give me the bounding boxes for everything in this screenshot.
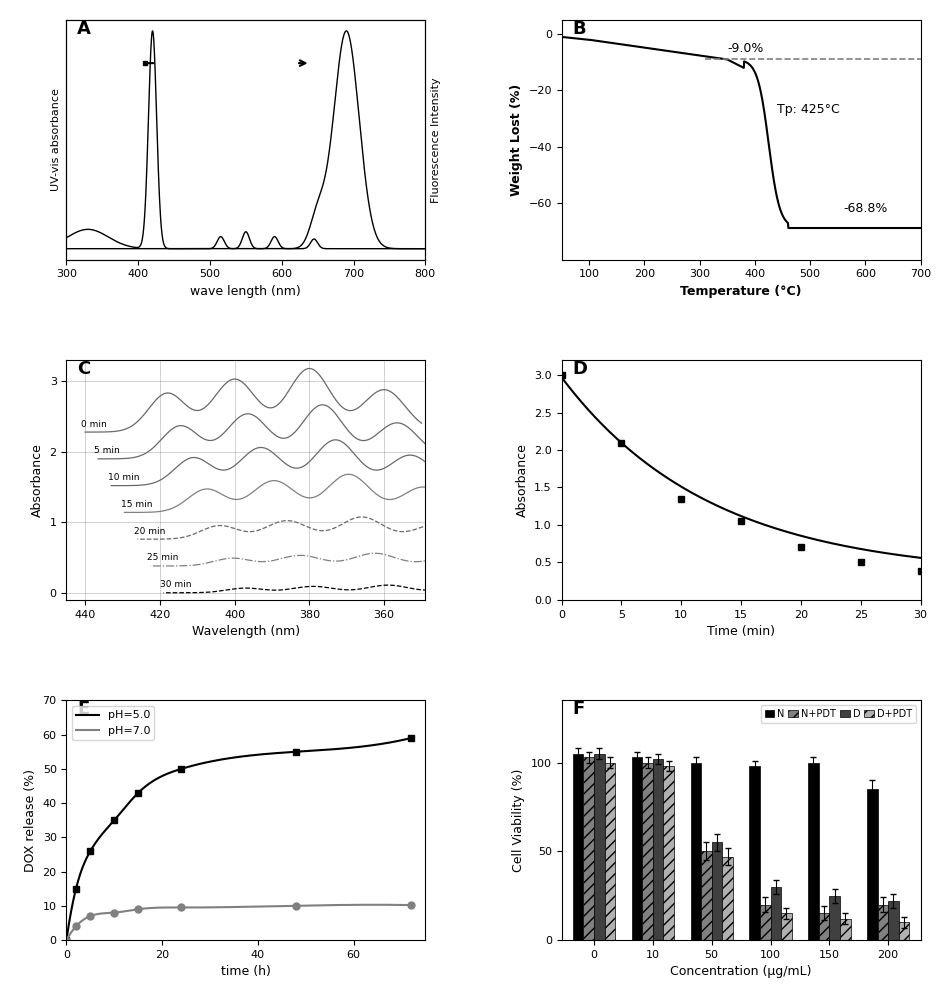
Text: 5 min: 5 min xyxy=(95,446,121,455)
pH=7.0 xyxy=(271,900,283,912)
Y-axis label: DOX release (%): DOX release (%) xyxy=(24,769,37,872)
pH=7.0 xyxy=(62,932,73,944)
Text: 30 min: 30 min xyxy=(159,580,192,589)
pH=5.0 xyxy=(61,934,72,946)
pH=7.0 xyxy=(405,899,417,911)
Y-axis label: Cell Viability (%): Cell Viability (%) xyxy=(512,769,526,872)
X-axis label: Time (min): Time (min) xyxy=(707,625,775,638)
pH=7.0 xyxy=(374,899,385,911)
Line: pH=7.0: pH=7.0 xyxy=(66,905,411,940)
Text: C: C xyxy=(77,360,90,378)
Bar xyxy=(712,842,722,940)
Y-axis label: Absorbance: Absorbance xyxy=(31,443,44,517)
Y-axis label: Weight Lost (%): Weight Lost (%) xyxy=(510,84,523,196)
Bar xyxy=(867,789,878,940)
Bar xyxy=(663,766,674,940)
Y-axis label: Fluorescence Intensity: Fluorescence Intensity xyxy=(431,77,441,203)
Bar xyxy=(653,759,663,940)
pH=5.0 xyxy=(62,926,73,938)
Bar xyxy=(771,887,781,940)
X-axis label: Temperature (°C): Temperature (°C) xyxy=(680,285,802,298)
Text: 0 min: 0 min xyxy=(82,420,107,429)
pH=7.0 xyxy=(266,900,277,912)
Bar xyxy=(605,763,615,940)
Text: B: B xyxy=(572,20,586,38)
Y-axis label: Absorbance: Absorbance xyxy=(515,443,529,517)
Bar xyxy=(632,757,642,940)
Bar xyxy=(899,922,909,940)
Bar xyxy=(878,905,888,940)
Text: 20 min: 20 min xyxy=(134,527,165,536)
Text: Tp: 425°C: Tp: 425°C xyxy=(777,103,840,116)
Bar xyxy=(840,919,850,940)
Bar xyxy=(691,763,701,940)
Text: 10 min: 10 min xyxy=(107,473,140,482)
Line: pH=5.0: pH=5.0 xyxy=(66,738,411,940)
Text: 25 min: 25 min xyxy=(147,553,178,562)
Bar xyxy=(722,857,733,940)
Bar xyxy=(594,754,605,940)
Text: A: A xyxy=(77,20,91,38)
Bar xyxy=(819,913,829,940)
pH=5.0 xyxy=(373,738,384,750)
Text: D: D xyxy=(572,360,587,378)
Text: E: E xyxy=(77,700,89,718)
pH=5.0 xyxy=(265,748,276,760)
Text: -68.8%: -68.8% xyxy=(844,202,887,215)
Bar xyxy=(809,763,819,940)
X-axis label: Concentration (μg/mL): Concentration (μg/mL) xyxy=(670,965,811,978)
Bar xyxy=(750,766,760,940)
Bar xyxy=(642,763,653,940)
Legend: pH=5.0, pH=7.0: pH=5.0, pH=7.0 xyxy=(72,706,155,740)
Text: -9.0%: -9.0% xyxy=(727,42,764,55)
Text: F: F xyxy=(572,700,585,718)
Bar xyxy=(760,905,771,940)
Text: 15 min: 15 min xyxy=(121,500,152,509)
Bar xyxy=(781,913,791,940)
X-axis label: time (h): time (h) xyxy=(221,965,270,978)
pH=7.0 xyxy=(265,900,276,912)
Bar xyxy=(829,896,840,940)
pH=7.0 xyxy=(61,934,72,946)
Y-axis label: UV-vis absorbance: UV-vis absorbance xyxy=(51,88,61,191)
pH=5.0 xyxy=(271,747,283,759)
Bar xyxy=(888,901,899,940)
X-axis label: Wavelength (nm): Wavelength (nm) xyxy=(192,625,300,638)
pH=5.0 xyxy=(405,732,417,744)
Bar xyxy=(573,754,584,940)
X-axis label: wave length (nm): wave length (nm) xyxy=(191,285,301,298)
pH=7.0 xyxy=(351,899,363,911)
pH=7.0 xyxy=(369,899,381,911)
Bar xyxy=(584,757,594,940)
Bar xyxy=(701,851,712,940)
pH=5.0 xyxy=(351,741,363,753)
pH=5.0 xyxy=(266,747,277,759)
Legend: N, N+PDT, D, D+PDT: N, N+PDT, D, D+PDT xyxy=(761,705,916,723)
